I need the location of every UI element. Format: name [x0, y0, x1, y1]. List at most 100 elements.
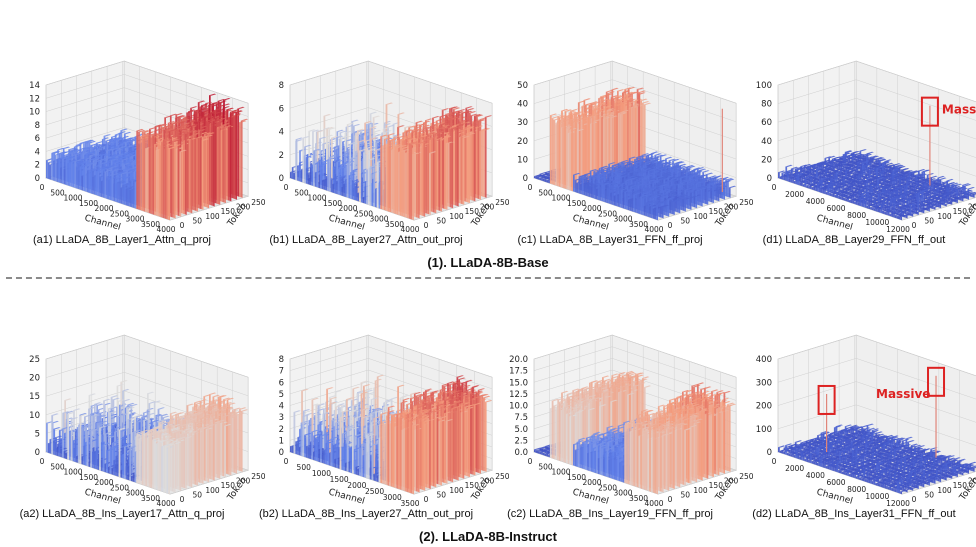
x-tick-label: 2500 [598, 483, 617, 492]
y-tick-label: 50 [193, 490, 203, 499]
y-tick-label: 250 [739, 198, 754, 207]
z-tick-label: 10.0 [509, 402, 528, 412]
x-tick-label: 3000 [383, 493, 402, 502]
y-tick-label: 0 [180, 495, 185, 504]
x-tick-label: 1500 [330, 475, 349, 484]
group-divider [6, 277, 970, 279]
x-tick-label: 1500 [79, 199, 98, 208]
z-tick-label: 1 [279, 436, 284, 446]
x-tick-label: 0 [772, 457, 777, 466]
massive-annotation: Massive [942, 103, 976, 117]
massive-highlight-box [817, 384, 836, 415]
surface-b1 [290, 102, 493, 221]
z-tick-label: 2 [35, 161, 40, 171]
x-tick-label: 3000 [125, 489, 144, 498]
z-tick-label: 20 [761, 155, 772, 165]
x-tick-label: 2000 [785, 464, 804, 473]
x-tick-label: 0 [528, 457, 533, 466]
z-tick-label: 40 [517, 100, 528, 110]
x-tick-label: 10000 [865, 218, 889, 227]
z-tick-label: 0 [767, 448, 772, 458]
y-tick-label: 150 [221, 481, 236, 490]
y-tick-label: 150 [221, 207, 236, 216]
y-tick-label: 0 [180, 221, 185, 230]
x-tick-label: 3500 [629, 494, 648, 503]
surface-plot-c2: 0.02.55.07.510.012.515.017.520.005001000… [509, 334, 754, 508]
x-tick-label: 1000 [63, 468, 82, 477]
z-tick-label: 17.5 [509, 367, 528, 377]
x-tick-label: 3000 [369, 215, 388, 224]
caption-c1: (c1) LLaDA_8B_Layer31_FFN_ff_proj [517, 234, 703, 246]
caption-a1: (a1) LLaDA_8B_Layer1_Attn_q_proj [33, 234, 211, 246]
y-tick-label: 150 [709, 481, 724, 490]
x-tick-label: 2500 [110, 483, 129, 492]
x-tick-label: 1500 [567, 199, 586, 208]
x-tick-label: 1000 [307, 194, 326, 203]
surface-plot-a2: 0510152025050010001500200025003000350040… [29, 334, 266, 508]
y-tick-label: 100 [693, 486, 708, 495]
y-tick-label: 100 [449, 486, 464, 495]
z-tick-label: 5 [279, 390, 284, 400]
panel-b2: 0 1 2 3 4 5 6 7 8 0 500 1000 1500 2000 2500 3000 3500 0 50… [244, 274, 510, 520]
z-tick-label: 0 [35, 448, 40, 458]
z-tick-label: 10 [29, 411, 40, 421]
panel-b1: 0 2 4 6 8 0 500 1000 1500 2000 2500 3000 3500 4000 0 50… [244, 0, 510, 246]
surface-b2 [290, 374, 493, 495]
z-tick-label: 20.0 [509, 355, 528, 365]
x-tick-label: 3500 [385, 220, 404, 229]
y-tick-label: 50 [681, 216, 691, 225]
y-tick-label: 250 [495, 472, 510, 481]
y-tick-label: 100 [205, 212, 220, 221]
z-tick-label: 8 [279, 81, 284, 91]
y-tick-label: 150 [709, 207, 724, 216]
y-tick-label: 0 [424, 221, 429, 230]
surface-a2 [46, 380, 249, 495]
x-tick-label: 4000 [806, 197, 825, 206]
x-tick-label: 3500 [400, 499, 419, 508]
caption-a2: (a2) LLaDA_8B_Ins_Layer17_Attn_q_proj [19, 508, 225, 520]
x-tick-label: 3000 [613, 215, 632, 224]
z-tick-label: 5.0 [514, 425, 528, 435]
z-tick-label: 4 [279, 402, 284, 412]
x-tick-label: 4000 [400, 225, 419, 234]
y-tick-label: 250 [495, 198, 510, 207]
z-tick-label: 0 [35, 174, 40, 184]
x-tick-label: 1500 [567, 473, 586, 482]
z-tick-label: 30 [517, 118, 528, 128]
y-tick-label: 0 [424, 495, 429, 504]
x-tick-label: 0 [284, 183, 289, 192]
z-tick-label: 300 [756, 378, 772, 388]
z-tick-label: 3 [279, 413, 284, 423]
x-tick-label: 1500 [79, 473, 98, 482]
y-tick-label: 200 [236, 202, 251, 211]
x-tick-label: 12000 [886, 225, 910, 234]
z-tick-label: 4 [279, 128, 284, 138]
caption-b2: (b2) LLaDA_8B_Ins_Layer27_Attn_out_proj [258, 508, 474, 520]
z-tick-label: 20 [517, 137, 528, 147]
x-tick-label: 2500 [110, 209, 129, 218]
z-tick-label: 200 [756, 402, 772, 412]
y-tick-label: 50 [925, 216, 935, 225]
surface-plot-c1: 0102030405005001000150020002500300035004… [517, 60, 754, 234]
z-tick-label: 8 [279, 355, 284, 365]
group-title-base: (1). LLaDA-8B-Base [427, 255, 549, 270]
y-tick-label: 50 [681, 490, 691, 499]
z-tick-label: 12.5 [509, 390, 528, 400]
x-tick-label: 12000 [886, 499, 910, 508]
x-tick-label: 2500 [365, 487, 384, 496]
surface-d2 [778, 423, 976, 495]
y-tick-label: 100 [449, 212, 464, 221]
y-tick-label: 100 [693, 212, 708, 221]
y-tick-label: 200 [480, 202, 495, 211]
z-tick-label: 20 [29, 374, 40, 384]
z-tick-label: 7 [279, 367, 284, 377]
x-tick-label: 0 [40, 183, 45, 192]
y-tick-label: 200 [480, 476, 495, 485]
x-tick-label: 2000 [338, 204, 357, 213]
z-tick-label: 2.5 [514, 436, 528, 446]
panel-c1: 0 10 20 30 40 50 0 500 1000 1500 2000 2500 3000 3500 4… [488, 0, 754, 246]
x-tick-label: 2500 [598, 209, 617, 218]
x-tick-label: 6000 [826, 204, 845, 213]
x-tick-label: 2000 [582, 204, 601, 213]
